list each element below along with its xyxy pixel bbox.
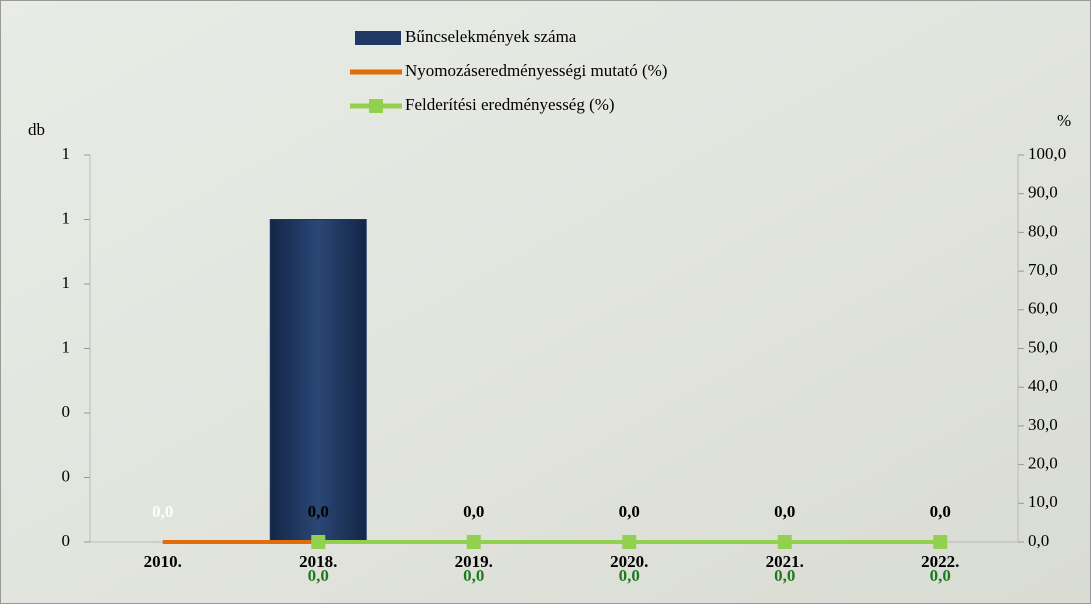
legend-label: Felderítési eredményesség (%) bbox=[405, 95, 615, 114]
y-axis-title: db bbox=[28, 120, 45, 139]
y2-tick-label: 70,0 bbox=[1028, 260, 1058, 279]
y-tick-label: 1 bbox=[62, 208, 71, 227]
x-tick-label: 2018. bbox=[299, 552, 337, 571]
data-label: 0,0 bbox=[152, 502, 173, 521]
marker bbox=[622, 535, 636, 549]
y2-tick-label: 10,0 bbox=[1028, 492, 1058, 511]
x-tick-label: 2019. bbox=[455, 552, 493, 571]
y-tick-label: 0 bbox=[62, 466, 71, 485]
y-tick-label: 1 bbox=[62, 273, 71, 292]
y2-tick-label: 40,0 bbox=[1028, 376, 1058, 395]
y2-tick-label: 0,0 bbox=[1028, 531, 1049, 550]
data-label: 0,0 bbox=[463, 502, 484, 521]
data-label: 0,0 bbox=[774, 502, 795, 521]
marker bbox=[467, 535, 481, 549]
bar bbox=[270, 220, 366, 543]
y-tick-label: 1 bbox=[62, 144, 71, 163]
y2-tick-label: 20,0 bbox=[1028, 454, 1058, 473]
data-label: 0,0 bbox=[308, 502, 329, 521]
x-tick-label: 2020. bbox=[610, 552, 648, 571]
x-tick-label: 2010. bbox=[144, 552, 182, 571]
data-label: 0,0 bbox=[619, 502, 640, 521]
y2-tick-label: 100,0 bbox=[1028, 144, 1066, 163]
legend-label: Nyomozáseredményességi mutató (%) bbox=[405, 61, 667, 80]
data-label: 0,0 bbox=[930, 502, 951, 521]
y2-tick-label: 90,0 bbox=[1028, 183, 1058, 202]
x-tick-label: 2021. bbox=[766, 552, 804, 571]
y-tick-label: 1 bbox=[62, 337, 71, 356]
x-tick-label: 2022. bbox=[921, 552, 959, 571]
y2-axis-title: % bbox=[1057, 111, 1071, 130]
marker bbox=[778, 535, 792, 549]
legend-marker bbox=[369, 99, 383, 113]
y-tick-label: 0 bbox=[62, 531, 71, 550]
chart: db % 00011110,010,020,030,040,050,060,07… bbox=[0, 0, 1091, 604]
y2-tick-label: 80,0 bbox=[1028, 221, 1058, 240]
legend-swatch bbox=[355, 31, 401, 45]
page: db % 00011110,010,020,030,040,050,060,07… bbox=[0, 0, 1091, 604]
y2-tick-label: 30,0 bbox=[1028, 415, 1058, 434]
legend-label: Bűncselekmények száma bbox=[405, 27, 577, 46]
y-tick-label: 0 bbox=[62, 402, 71, 421]
y2-tick-label: 60,0 bbox=[1028, 299, 1058, 318]
marker bbox=[311, 535, 325, 549]
marker bbox=[933, 535, 947, 549]
y2-tick-label: 50,0 bbox=[1028, 337, 1058, 356]
